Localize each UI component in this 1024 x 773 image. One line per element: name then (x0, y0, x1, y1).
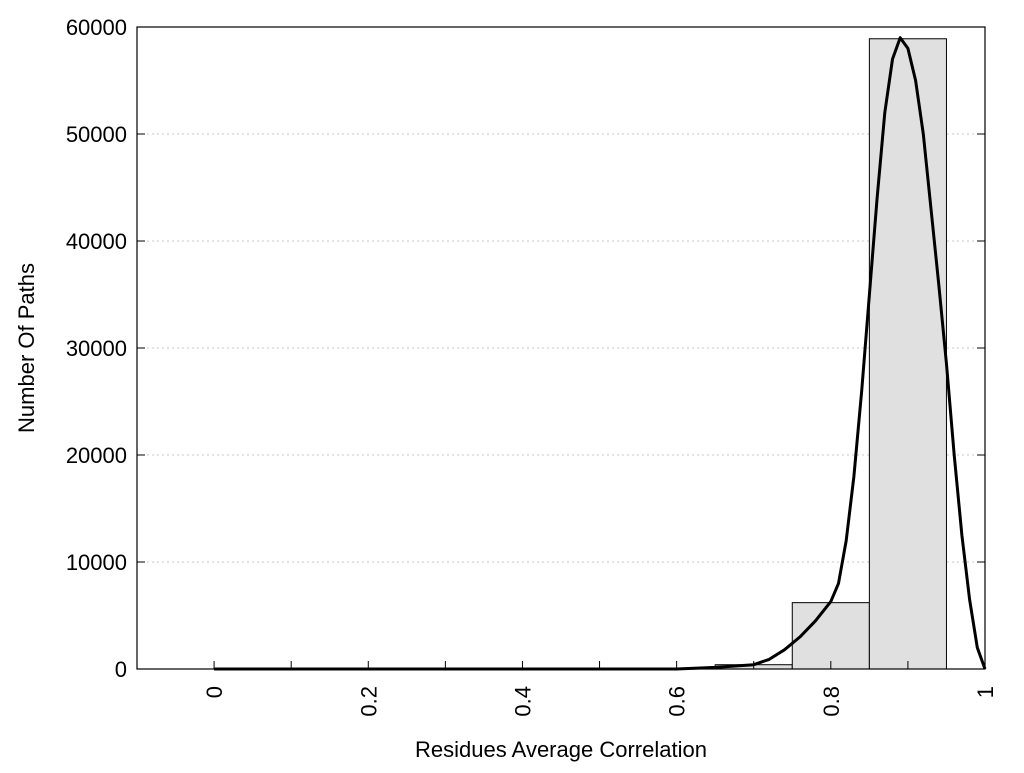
x-tick-label: 0.2 (356, 686, 381, 717)
x-tick-label: 0.8 (819, 686, 844, 717)
y-axis-ticks: 0 10000 20000 30000 40000 50000 60000 (66, 15, 985, 682)
y-tick-label: 0 (115, 657, 127, 682)
x-tick-label: 1 (973, 686, 998, 698)
x-tick-label: 0 (202, 686, 227, 698)
histogram-bar (868, 38, 947, 670)
histogram-bars (213, 38, 947, 670)
y-tick-label: 60000 (66, 15, 127, 40)
y-tick-label: 20000 (66, 443, 127, 468)
fit-curve-layer (214, 36, 987, 671)
y-tick-label: 30000 (66, 336, 127, 361)
x-axis-title: Residues Average Correlation (415, 737, 707, 762)
grid-lines (137, 133, 985, 563)
x-tick-label: 0.4 (510, 686, 535, 717)
x-axis-ticks: 0 0.2 0.4 0.6 0.8 1 (202, 661, 998, 717)
x-tick-label: 0.6 (665, 686, 690, 717)
fit-curve-line (214, 36, 987, 671)
y-tick-label: 40000 (66, 229, 127, 254)
y-axis-title: Number Of Paths (14, 263, 39, 433)
y-tick-label: 50000 (66, 122, 127, 147)
y-tick-label: 10000 (66, 550, 127, 575)
histogram-bar (791, 602, 870, 670)
